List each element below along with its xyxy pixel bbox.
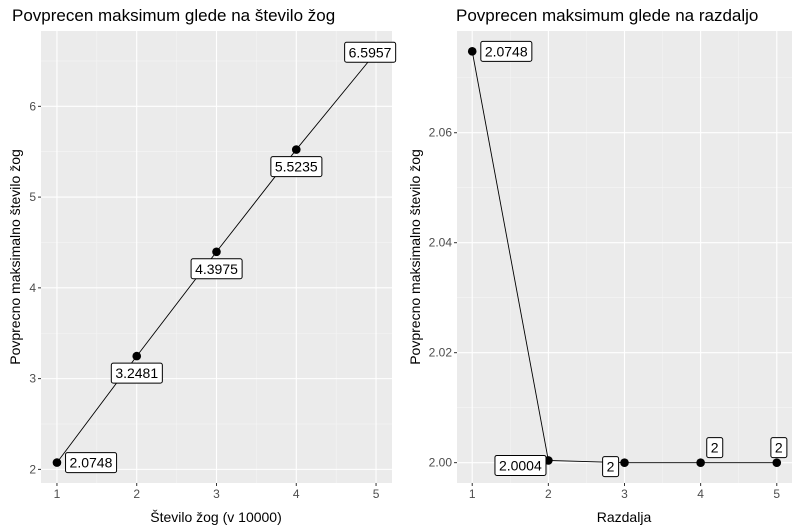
- data-point: [52, 458, 62, 467]
- data-label-text: 6.5957: [349, 44, 392, 60]
- data-point: [620, 458, 629, 467]
- data-label: 2: [770, 437, 788, 459]
- data-label: 3.2481: [110, 362, 163, 384]
- y-tick-label: 2.02: [429, 346, 453, 360]
- data-label: 2: [706, 437, 724, 459]
- x-tick-label: 5: [373, 487, 380, 501]
- x-tick-label: 2: [133, 487, 140, 501]
- y-tick-label: 4: [29, 281, 36, 295]
- data-point: [696, 458, 705, 467]
- data-label-text: 4.3975: [195, 261, 238, 277]
- data-label: 5.5235: [270, 156, 323, 178]
- x-tick-label: 3: [621, 487, 628, 501]
- data-label-box: [480, 40, 533, 62]
- data-label-box: [706, 437, 724, 459]
- data-label-box: [190, 258, 243, 280]
- y-tick-label: 2.00: [429, 456, 453, 470]
- data-label-text: 5.5235: [275, 159, 318, 175]
- x-tick-label: 4: [293, 487, 300, 501]
- data-label-box: [65, 452, 118, 474]
- axis-ticks: 2.002.022.042.061 2 3 4 5: [429, 126, 781, 501]
- chart-panel-balls: 2 3 4 5 6 1 2 3 4 5 2.0748 3.2481 4.3975 5.5235 6.595…: [7, 6, 397, 525]
- data-label: 4.3975: [190, 258, 243, 280]
- x-axis-title: Število žog (v 10000): [150, 509, 282, 525]
- series: [52, 47, 381, 467]
- data-label: 2: [602, 456, 620, 478]
- grid-major: [41, 31, 392, 483]
- data-label: 6.5957: [344, 41, 397, 63]
- data-point: [772, 458, 782, 467]
- y-tick-label: 5: [29, 190, 36, 204]
- data-label-text: 2.0748: [485, 43, 528, 59]
- y-tick-label: 2.06: [429, 126, 453, 140]
- x-tick-label: 5: [773, 487, 780, 501]
- y-tick-label: 3: [29, 372, 36, 386]
- x-tick-label: 2: [545, 487, 552, 501]
- y-axis-title: Povprecno maksimalno število žog: [7, 149, 23, 365]
- x-axis-title: Razdalja: [597, 509, 652, 525]
- data-label: 2.0004: [494, 454, 547, 476]
- data-point: [467, 47, 477, 56]
- data-label-text: 2: [775, 440, 783, 456]
- data-point: [291, 145, 301, 154]
- data-label-text: 2: [607, 459, 615, 475]
- data-label-box: [602, 456, 620, 478]
- data-label-box: [110, 362, 163, 384]
- x-tick-label: 1: [469, 487, 476, 501]
- data-label-box: [270, 156, 323, 178]
- data-label-text: 2.0004: [499, 457, 542, 473]
- data-label-text: 2.0748: [70, 455, 113, 471]
- data-point: [132, 351, 142, 361]
- x-tick-label: 3: [213, 487, 220, 501]
- axis-ticks: 2 3 4 5 6 1 2 3 4 5: [29, 99, 379, 501]
- y-tick-label: 2: [29, 462, 36, 476]
- data-labels: 2.0748 2.0004 2 2 2: [480, 40, 788, 478]
- data-labels: 2.0748 3.2481 4.3975 5.5235 6.5957: [65, 41, 397, 474]
- data-label: 2.0748: [65, 452, 118, 474]
- chart-title: Povprecen maksimum glede na razdaljo: [456, 6, 758, 25]
- data-label-text: 2: [711, 440, 719, 456]
- data-label-box: [494, 454, 547, 476]
- data-label: 2.0748: [480, 40, 533, 62]
- data-label-box: [344, 41, 397, 63]
- data-label-box: [770, 437, 788, 459]
- data-label-text: 3.2481: [115, 365, 158, 381]
- y-axis-title: Povprecno maksimalno število žog: [407, 149, 423, 365]
- y-tick-label: 6: [29, 99, 36, 113]
- x-tick-label: 1: [54, 487, 61, 501]
- y-tick-label: 2.04: [429, 236, 453, 250]
- chart-title: Povprecen maksimum glede na število žog: [12, 6, 335, 25]
- x-tick-label: 4: [697, 487, 704, 501]
- data-point: [212, 247, 221, 257]
